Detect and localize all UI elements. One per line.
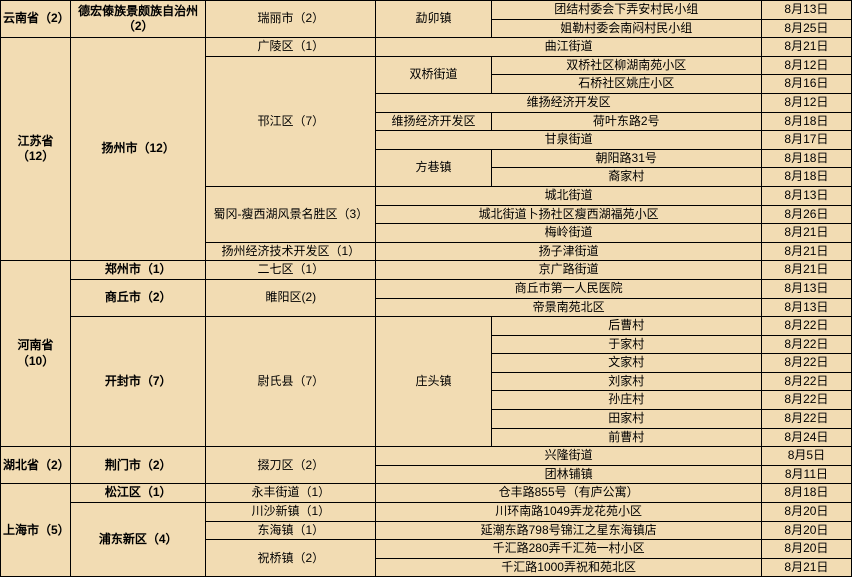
detail: 团结村委会下弄安村民小组 (491, 1, 761, 20)
detail: 团林铺镇 (376, 465, 761, 484)
county: 川沙新镇（1） (206, 503, 376, 522)
town: 方巷镇 (376, 149, 491, 186)
date: 8月22日 (761, 335, 851, 354)
detail: 维扬经济开发区 (376, 93, 761, 112)
prefecture: 郑州市（1） (71, 261, 206, 280)
prefecture: 开封市（7） (71, 317, 206, 447)
date: 8月18日 (761, 484, 851, 503)
province: 江苏省（12） (1, 38, 71, 261)
date: 8月17日 (761, 131, 851, 150)
date: 8月12日 (761, 93, 851, 112)
detail: 荷叶东路2号 (491, 112, 761, 131)
date: 8月13日 (761, 1, 851, 20)
detail: 孙庄村 (491, 391, 761, 410)
town: 维扬经济开发区 (376, 112, 491, 131)
county: 祝桥镇（2） (206, 540, 376, 577)
detail: 仓丰路855号（有庐公寓） (376, 484, 761, 503)
county: 邗江区（7） (206, 56, 376, 186)
province: 河南省（10） (1, 261, 71, 447)
detail: 于家村 (491, 335, 761, 354)
county: 睢阳区(2) (206, 279, 376, 316)
prefecture: 商丘市（2） (71, 279, 206, 316)
town: 庄头镇 (376, 317, 491, 447)
risk-area-table: 云南省（2） 德宏傣族景颇族自治州（2） 瑞丽市（2） 勐卯镇 团结村委会下弄安… (0, 0, 852, 577)
county: 瑞丽市（2） (206, 1, 376, 38)
date: 8月25日 (761, 19, 851, 38)
detail: 文家村 (491, 354, 761, 373)
detail: 石桥社区姚庄小区 (491, 75, 761, 94)
province: 湖北省（2） (1, 447, 71, 484)
province: 上海市（5） (1, 484, 71, 577)
date: 8月18日 (761, 149, 851, 168)
date: 8月24日 (761, 428, 851, 447)
date: 8月22日 (761, 354, 851, 373)
date: 8月21日 (761, 261, 851, 280)
county: 蜀冈-瘦西湖风景名胜区（3） (206, 186, 376, 242)
detail: 京广路街道 (376, 261, 761, 280)
detail: 帝景南苑北区 (376, 298, 761, 317)
date: 8月13日 (761, 186, 851, 205)
county: 扬州经济技术开发区（1） (206, 242, 376, 261)
date: 8月22日 (761, 372, 851, 391)
prefecture: 德宏傣族景颇族自治州（2） (71, 1, 206, 38)
detail: 城北街道 (376, 186, 761, 205)
date: 8月13日 (761, 279, 851, 298)
county: 东海镇（1） (206, 521, 376, 540)
date: 8月16日 (761, 75, 851, 94)
date: 8月18日 (761, 112, 851, 131)
date: 8月11日 (761, 465, 851, 484)
date: 8月5日 (761, 447, 851, 466)
date: 8月13日 (761, 298, 851, 317)
detail: 商丘市第一人民医院 (376, 279, 761, 298)
detail: 城北街道卜扬社区瘦西湖福苑小区 (376, 205, 761, 224)
province: 云南省（2） (1, 1, 71, 38)
date: 8月21日 (761, 224, 851, 243)
date: 8月20日 (761, 503, 851, 522)
detail: 延潮东路798号锦江之星东海镇店 (376, 521, 761, 540)
detail: 田家村 (491, 410, 761, 429)
county: 掇刀区（2） (206, 447, 376, 484)
detail: 千汇路280弄千汇苑一村小区 (376, 540, 761, 559)
detail: 梅岭街道 (376, 224, 761, 243)
county: 永丰街道（1） (206, 484, 376, 503)
detail: 裔家村 (491, 168, 761, 187)
detail: 川环南路1049弄龙花苑小区 (376, 503, 761, 522)
detail: 前曹村 (491, 428, 761, 447)
date: 8月22日 (761, 391, 851, 410)
date: 8月12日 (761, 56, 851, 75)
detail: 千汇路1000弄祝和苑北区 (376, 558, 761, 577)
prefecture: 松江区（1） (71, 484, 206, 503)
prefecture: 荆门市（2） (71, 447, 206, 484)
detail: 甘泉街道 (376, 131, 761, 150)
date: 8月20日 (761, 521, 851, 540)
date: 8月18日 (761, 168, 851, 187)
town: 双桥街道 (376, 56, 491, 93)
detail: 后曹村 (491, 317, 761, 336)
date: 8月22日 (761, 317, 851, 336)
detail: 兴隆街道 (376, 447, 761, 466)
county: 二七区（1） (206, 261, 376, 280)
date: 8月20日 (761, 540, 851, 559)
detail: 曲江街道 (376, 38, 761, 57)
detail: 刘家村 (491, 372, 761, 391)
prefecture: 浦东新区（4） (71, 503, 206, 577)
detail: 扬子津街道 (376, 242, 761, 261)
county: 尉氏县（7） (206, 317, 376, 447)
date: 8月22日 (761, 410, 851, 429)
date: 8月21日 (761, 242, 851, 261)
detail: 朝阳路31号 (491, 149, 761, 168)
county: 广陵区（1） (206, 38, 376, 57)
detail: 姐勒村委会南闷村民小组 (491, 19, 761, 38)
town: 勐卯镇 (376, 1, 491, 38)
date: 8月26日 (761, 205, 851, 224)
date: 8月21日 (761, 38, 851, 57)
detail: 双桥社区柳湖南苑小区 (491, 56, 761, 75)
prefecture: 扬州市（12） (71, 38, 206, 261)
date: 8月21日 (761, 558, 851, 577)
